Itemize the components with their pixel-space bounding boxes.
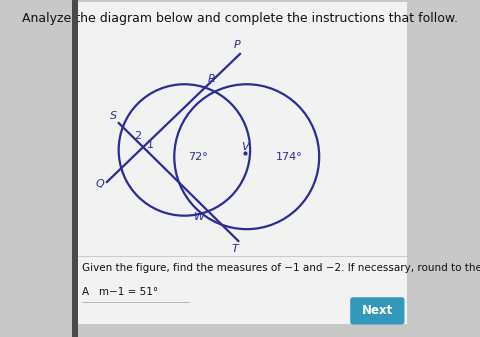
Text: V: V — [241, 142, 249, 152]
Text: T: T — [231, 244, 238, 254]
Text: W: W — [194, 212, 205, 222]
Text: Next: Next — [362, 304, 393, 317]
Text: Analyze the diagram below and complete the instructions that follow.: Analyze the diagram below and complete t… — [22, 12, 458, 25]
FancyBboxPatch shape — [350, 297, 405, 325]
Text: P: P — [233, 40, 240, 51]
Text: 1: 1 — [147, 140, 154, 150]
Text: R: R — [207, 74, 215, 84]
FancyBboxPatch shape — [78, 2, 407, 324]
Bar — [72, 0, 78, 337]
Text: S: S — [110, 111, 117, 121]
Text: 174°: 174° — [276, 152, 302, 162]
Text: 72°: 72° — [188, 152, 208, 162]
Text: A   m−1 = 51°: A m−1 = 51° — [82, 286, 158, 297]
Text: Given the figure, find the measures of −1 and −2. If necessary, round to the ten: Given the figure, find the measures of −… — [82, 263, 480, 273]
Text: 2: 2 — [133, 131, 141, 142]
Text: Q: Q — [96, 179, 105, 189]
